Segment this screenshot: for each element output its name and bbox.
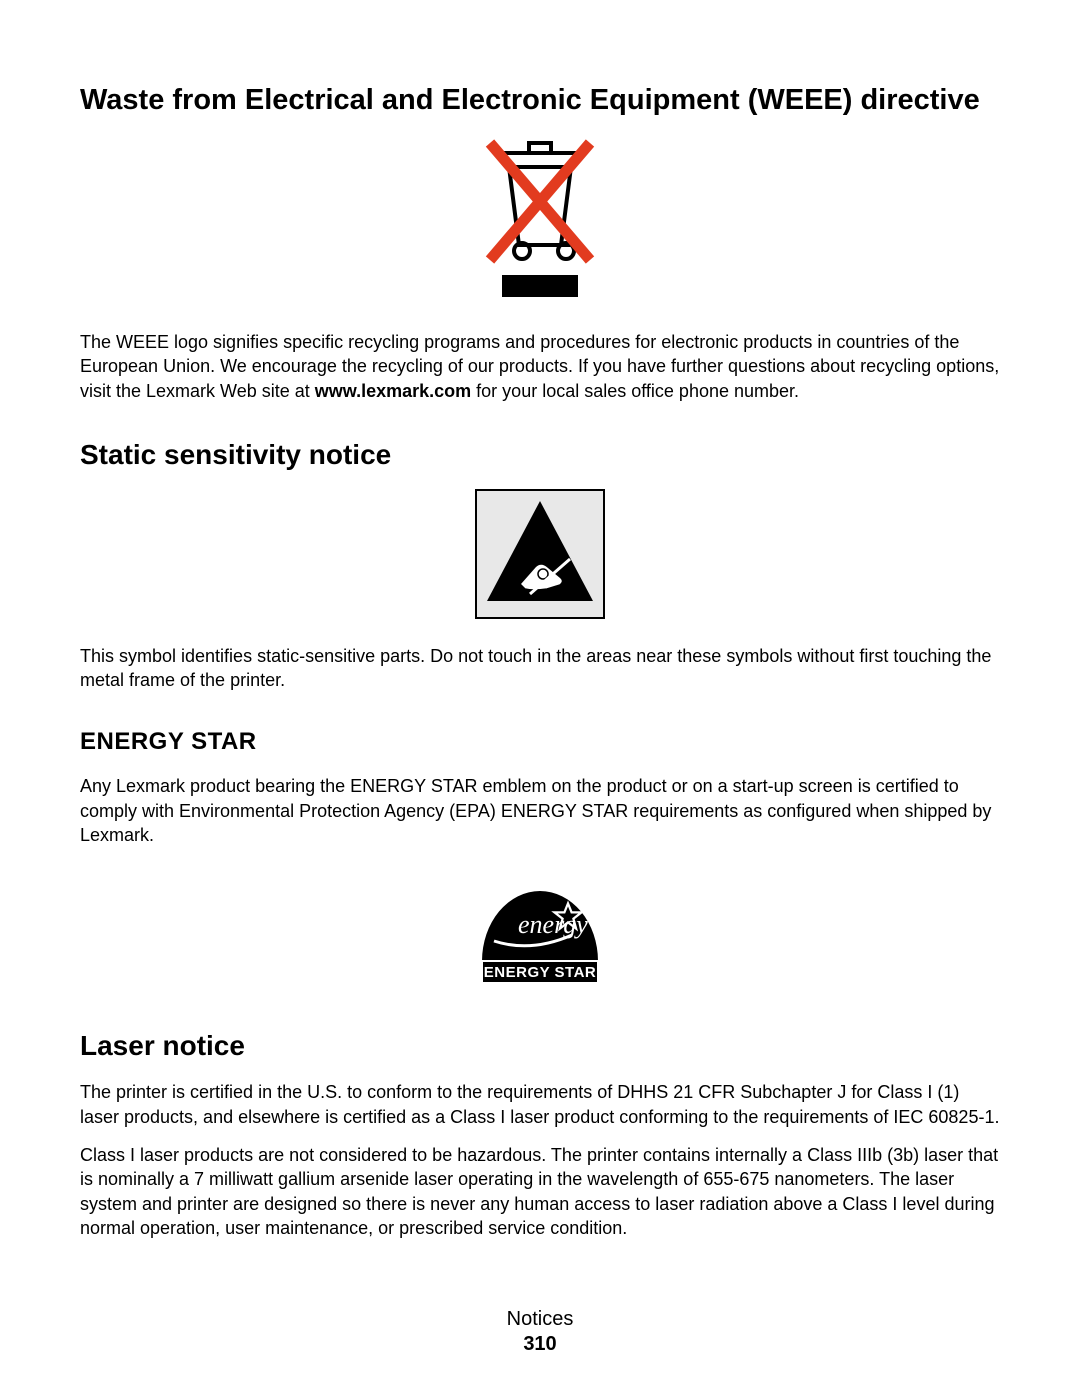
energy-star-label: ENERGY STAR bbox=[484, 964, 596, 981]
laser-heading: Laser notice bbox=[80, 1030, 1000, 1062]
footer-page-number: 310 bbox=[80, 1333, 1000, 1356]
page-footer: Notices 310 bbox=[80, 1308, 1000, 1356]
weee-icon-container bbox=[80, 135, 1000, 310]
energy-star-body: Any Lexmark product bearing the ENERGY S… bbox=[80, 774, 1000, 847]
energy-star-logo-container: energy ENERGY STAR bbox=[80, 861, 1000, 994]
weee-body: The WEEE logo signifies specific recycli… bbox=[80, 330, 1000, 403]
static-body: This symbol identifies static-sensitive … bbox=[80, 644, 1000, 693]
esd-triangle-icon bbox=[475, 489, 605, 619]
laser-p2: Class I laser products are not considere… bbox=[80, 1143, 1000, 1240]
weee-heading: Waste from Electrical and Electronic Equ… bbox=[80, 84, 1000, 117]
static-icon-container bbox=[80, 489, 1000, 624]
weee-body-link: www.lexmark.com bbox=[315, 381, 471, 401]
weee-bin-icon bbox=[470, 135, 610, 305]
weee-body-post: for your local sales office phone number… bbox=[471, 381, 799, 401]
static-heading: Static sensitivity notice bbox=[80, 439, 1000, 471]
footer-section-label: Notices bbox=[80, 1308, 1000, 1331]
energy-star-heading: ENERGY STAR bbox=[80, 728, 1000, 756]
energy-star-logo-icon: energy ENERGY STAR bbox=[476, 861, 604, 989]
laser-p1: The printer is certified in the U.S. to … bbox=[80, 1080, 1000, 1129]
